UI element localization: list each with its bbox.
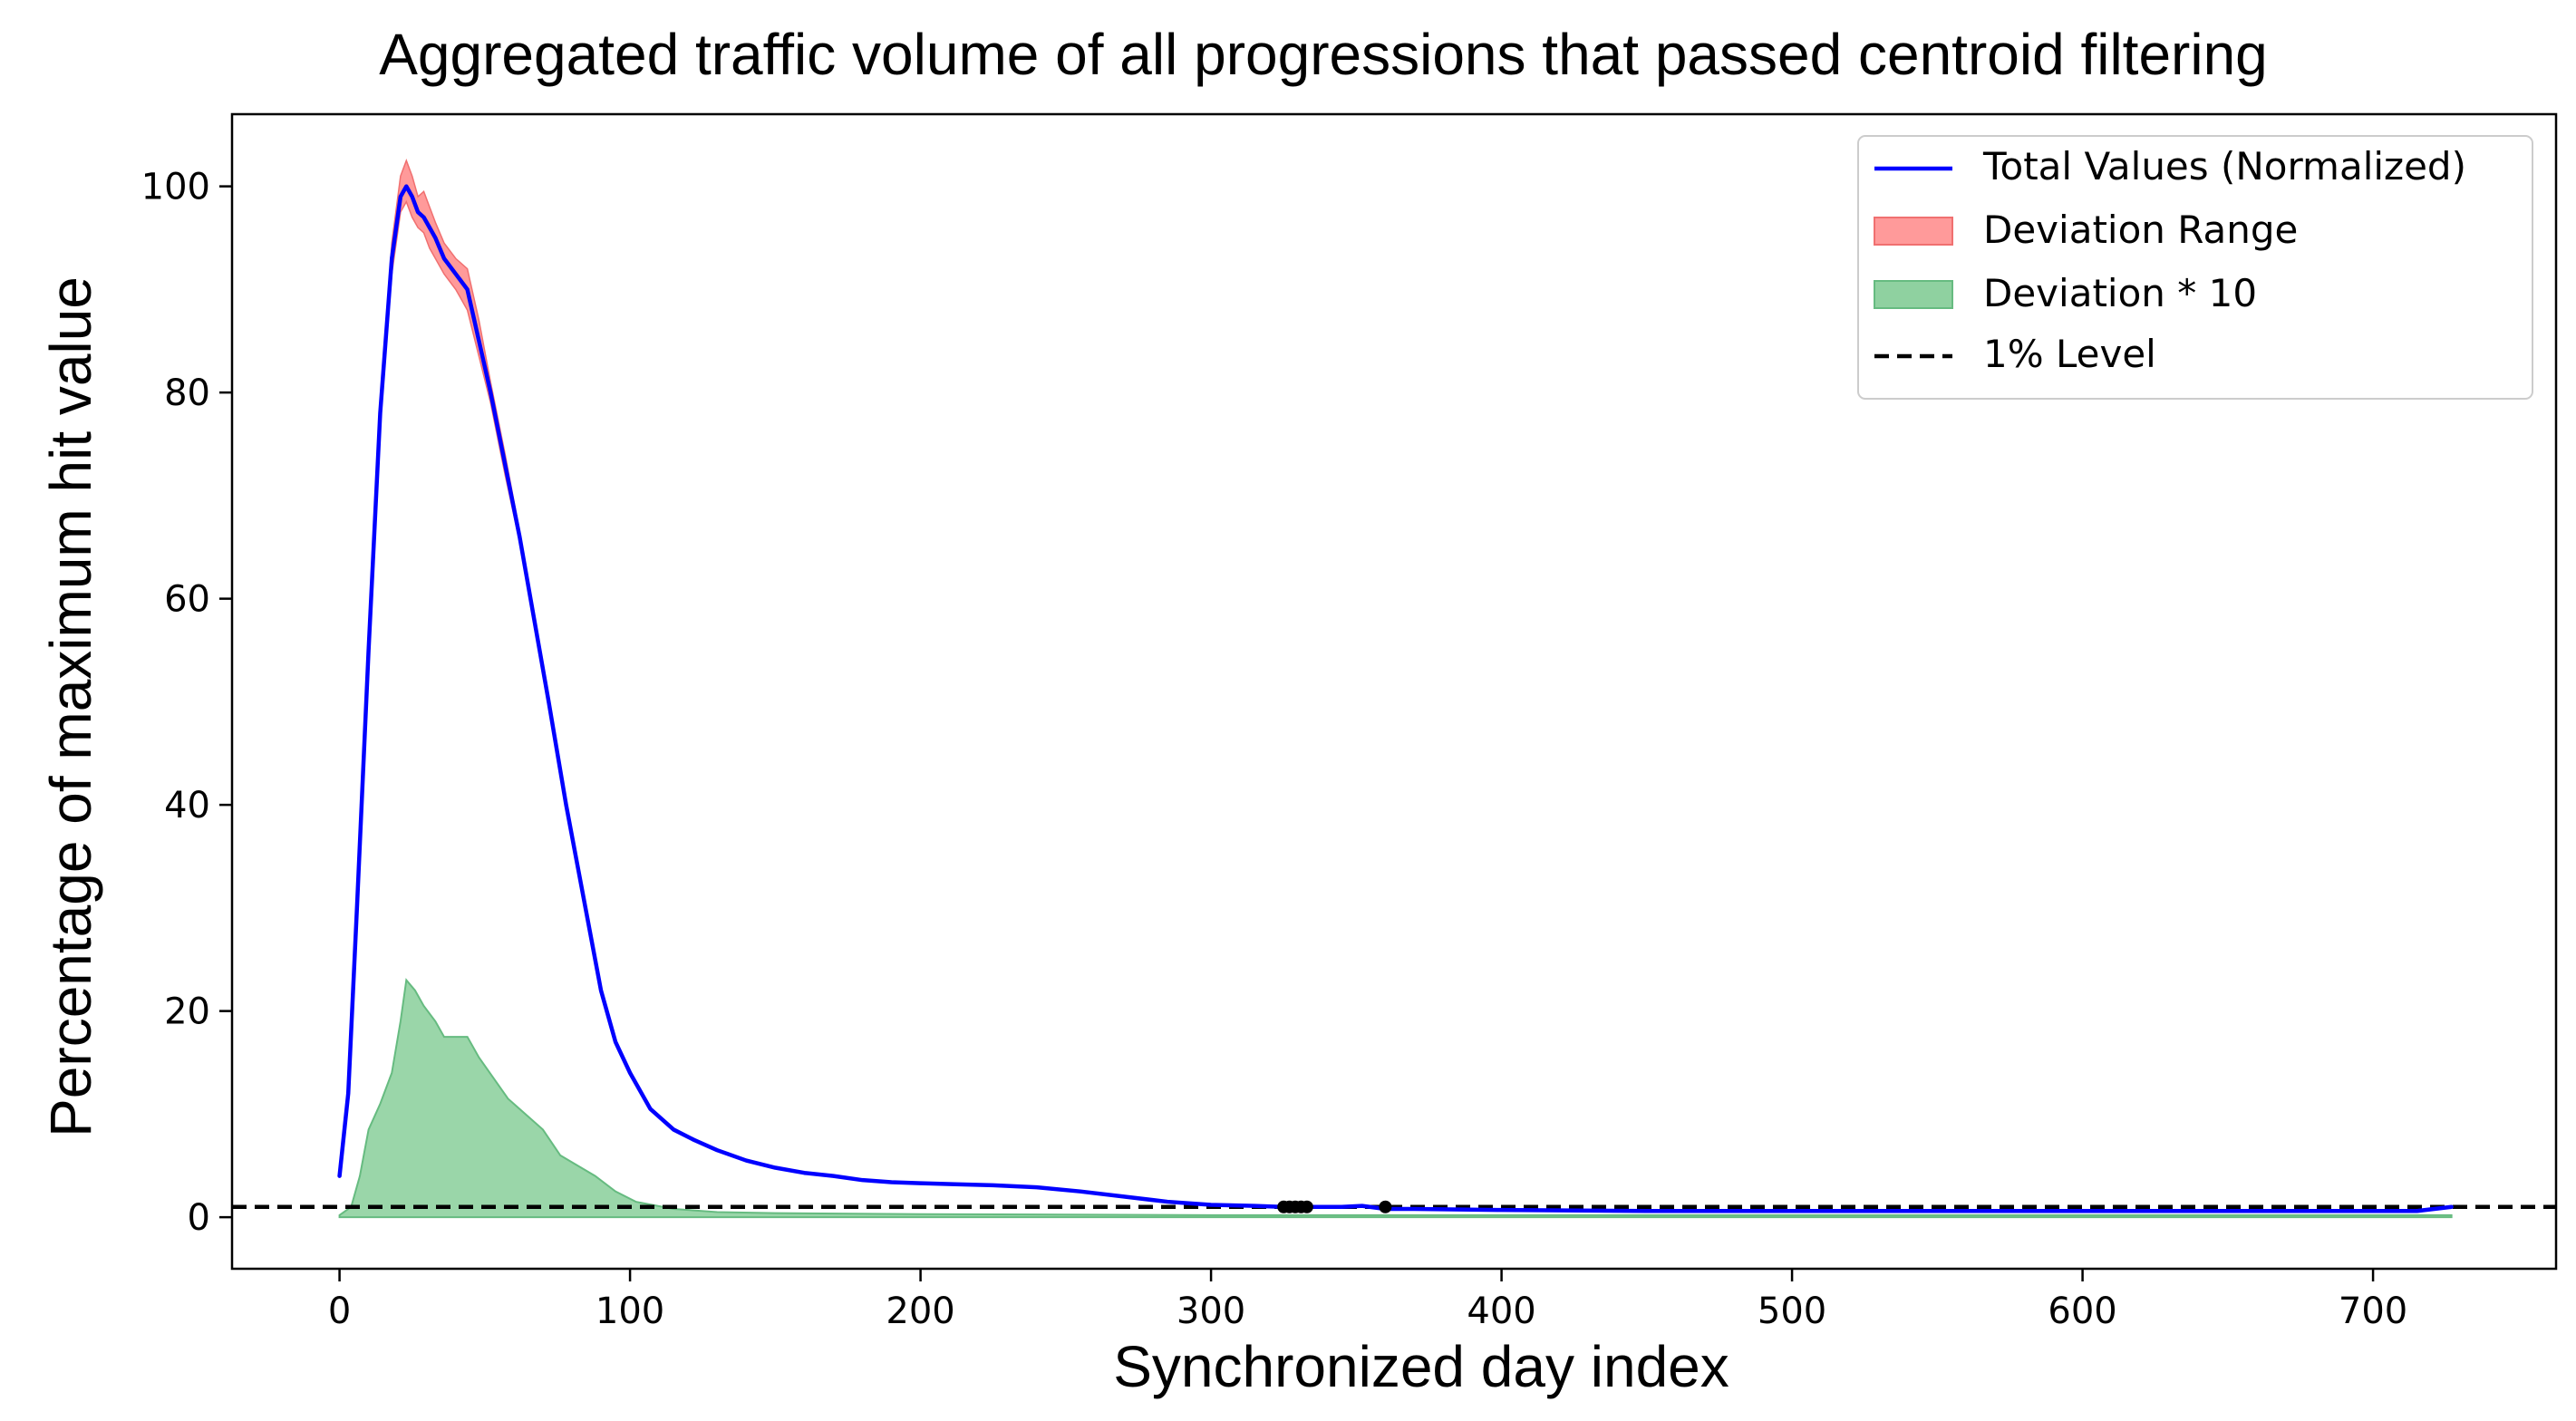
level-crossing-marker [1300, 1200, 1313, 1213]
x-axis-title: Synchronized day index [1113, 1334, 1729, 1399]
x-tick-label: 100 [596, 1290, 664, 1332]
legend: Total Values (Normalized) Deviation Rang… [1857, 135, 2533, 400]
level-crossing-marker [1379, 1200, 1392, 1213]
legend-dev10-swatch [1874, 280, 1953, 309]
legend-range-swatch [1874, 217, 1953, 246]
x-tick-label: 700 [2339, 1290, 2407, 1332]
legend-total-label: Total Values (Normalized) [1982, 144, 2466, 188]
y-tick-label: 80 [164, 372, 210, 414]
x-axis-ticks: 0 100 200 300 400 500 600 700 [328, 1269, 2407, 1332]
legend-level-label: 1% Level [1983, 332, 2156, 376]
plot-area [232, 159, 2556, 1219]
deviation-range-band [379, 159, 536, 625]
y-tick-label: 100 [141, 167, 210, 208]
y-axis-title: Percentage of maximum hit value [38, 276, 103, 1137]
deviation-x10-area [338, 978, 2453, 1219]
y-tick-label: 0 [188, 1197, 210, 1239]
plot-frame [230, 112, 2558, 1271]
legend-dev10-label: Deviation * 10 [1983, 271, 2257, 315]
y-tick-label: 20 [164, 991, 210, 1033]
legend-box [1857, 135, 2533, 400]
y-tick-label: 60 [164, 579, 210, 621]
y-tick-label: 40 [164, 785, 210, 826]
x-tick-label: 500 [1758, 1290, 1826, 1332]
x-tick-label: 600 [2048, 1290, 2116, 1332]
x-tick-label: 200 [886, 1290, 954, 1332]
y-axis-ticks: 0 20 40 60 80 100 [141, 167, 232, 1239]
plot-layer [232, 159, 2556, 1219]
x-tick-label: 300 [1177, 1290, 1245, 1332]
x-tick-label: 0 [328, 1290, 351, 1332]
legend-range-label: Deviation Range [1983, 208, 2298, 252]
chart-title: Aggregated traffic volume of all progres… [379, 22, 2268, 87]
x-tick-label: 400 [1467, 1290, 1535, 1332]
